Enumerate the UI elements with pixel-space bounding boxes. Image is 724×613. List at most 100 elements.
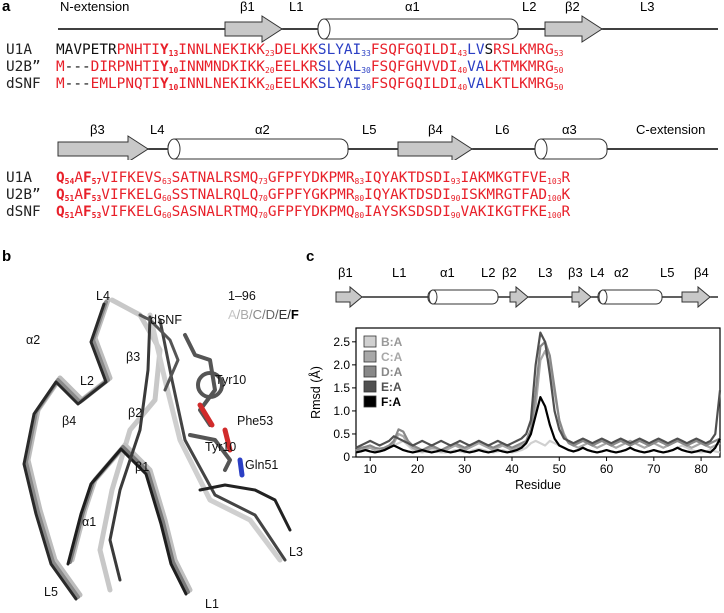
legend-label-B-A: B:A <box>381 335 403 349</box>
ss-label-L4: L4 <box>150 122 165 137</box>
sequence-segment: 90 <box>450 211 461 220</box>
sequence-segment: 53 <box>553 49 564 58</box>
sequence-segment: IQYAKTDSDI <box>364 170 451 186</box>
ss-label-a3: α3 <box>562 122 577 137</box>
sequence-segment: 51 <box>64 194 75 203</box>
ss-label-L1: L1 <box>289 0 304 14</box>
sequence-segment: FSQFGHVVDI <box>370 59 458 75</box>
sequence-segment: IQYAKTDSDI <box>364 187 451 203</box>
sequence-name: dSNF <box>6 204 41 220</box>
label-a2: α2 <box>26 333 41 347</box>
label-L2: L2 <box>80 374 94 388</box>
x-tick-label: 40 <box>505 462 519 476</box>
panel-b-letter: b <box>2 248 12 265</box>
sequence-row-block1-2: dSNF M---EMLPNQTIY10INNLNEKIKK20EELKKSLYA… <box>6 76 563 96</box>
sequence-segment: 80 <box>354 211 365 220</box>
sequence-segment: VIFKELG <box>101 187 162 203</box>
x-tick-label: 60 <box>600 462 614 476</box>
sequence-segment: SATNALRSMQ <box>171 170 259 186</box>
sequence-segment: SASNALRTMQ <box>171 204 259 220</box>
x-tick-label: 50 <box>553 462 567 476</box>
strand-b4-arrow <box>397 135 473 160</box>
sequence-name: U1A <box>6 170 32 186</box>
sequence-segment: 53 <box>91 194 102 203</box>
ss-label-nextension: N-extension <box>60 0 130 14</box>
sequence-segment: S <box>484 42 494 58</box>
sequence-segment: INNMNDKIKK <box>178 59 265 75</box>
y-tick-label: 0.5 <box>333 427 350 441</box>
sequence-segment: 10 <box>168 83 179 92</box>
sequence-segment: 60 <box>161 211 172 220</box>
y-axis-label: Rmsd (Å) <box>308 366 323 419</box>
sequence-segment: 83 <box>354 177 365 186</box>
sequence-segment: 103 <box>547 177 562 186</box>
sequence-segment: 70 <box>258 211 268 220</box>
sequence-segment: 23 <box>264 49 275 58</box>
legend-swatch-F-A <box>363 395 377 408</box>
sequence-segment: 63 <box>161 177 172 186</box>
sequence-segment: 51 <box>64 211 75 220</box>
sequence-segment: 50 <box>553 83 564 92</box>
ss-label-a2: α2 <box>255 122 270 137</box>
sequence-segment: F <box>82 187 92 203</box>
label-chains: A/B/C/D/E/F <box>228 307 299 322</box>
series-line-E-A <box>355 331 722 449</box>
sequence-segment: MAVPETR <box>56 42 117 58</box>
label-tyr10-b: Tyr10 <box>205 440 237 454</box>
sequence-segment: K <box>561 187 571 203</box>
sequence-segment: LKTMKMRG <box>484 59 554 75</box>
sequence-segment: 100 <box>547 194 562 203</box>
label-L4: L4 <box>96 289 110 303</box>
panel-a-letter: a <box>2 0 11 15</box>
sequence-segment: PNHTI <box>116 42 160 58</box>
series-line-C-A <box>355 349 721 453</box>
ss-label-L3: L3 <box>640 0 655 14</box>
sequence-segment: SLYAL <box>317 59 362 75</box>
ss-label-L2: L2 <box>522 0 537 14</box>
legend-label-E-A: E:A <box>381 380 402 394</box>
sequence-segment: 30 <box>361 83 371 92</box>
sequence-segment: GFPFYDKPMQ <box>267 204 355 220</box>
sequence-segment: 53 <box>91 211 102 220</box>
sequence-row-block1-0: U1A MAVPETRPNHTIY13INNLNEKIKK23DELKKSLYAI… <box>6 42 563 62</box>
ss-label-b3: β3 <box>90 122 105 137</box>
ss-label-a1: α1 <box>405 0 420 14</box>
sequence-segment: LV <box>467 42 485 58</box>
sequence-segment: VA <box>467 76 485 92</box>
helix-a2-cylinder <box>167 138 349 160</box>
c-ss-L2: L2 <box>481 265 496 280</box>
sequence-segment: A <box>74 204 83 220</box>
sequence-segment: 40 <box>457 83 468 92</box>
sequence-segment: PNQTI <box>116 76 160 92</box>
sequence-row-block2-0: U1A Q54AF57VIFKEVS63SATNALRSMQ73GFPFYDKPM… <box>6 170 570 190</box>
sequence-segment: 100 <box>547 211 562 220</box>
sequence-segment: INNLNEKIKK <box>178 76 265 92</box>
ss-label-L6: L6 <box>495 122 510 137</box>
c-ss-L1: L1 <box>392 265 407 280</box>
c-strand-b3 <box>571 285 592 309</box>
sequence-row-block1-1: U2B” M---DIRPNHTIY10INNMNDKIKK20EELKRSLYA… <box>6 59 563 79</box>
sequence-segment: VA <box>467 59 485 75</box>
label-gln51: Gln51 <box>245 458 279 472</box>
sequence-segment: DELKK <box>274 42 318 58</box>
sequence-segment: SSTNALRQLQ <box>171 187 259 203</box>
sequence-segment: SLYAI <box>317 42 362 58</box>
helix-a1-cylinder <box>317 18 519 40</box>
sequence-segment: A <box>74 187 83 203</box>
sequence-segment: LKTLKMRG <box>484 76 554 92</box>
label-L5: L5 <box>44 585 58 599</box>
sequence-segment: --- <box>64 76 91 92</box>
c-ss-b4: β4 <box>694 265 709 280</box>
protein-structure-superposition <box>22 297 292 601</box>
legend-swatch-D-A <box>363 365 377 378</box>
c-ss-b1: β1 <box>338 265 353 280</box>
c-helix-a1 <box>427 289 499 305</box>
c-ss-b3: β3 <box>568 265 583 280</box>
sequence-segment: EELKK <box>274 76 318 92</box>
c-helix-a2 <box>597 289 663 305</box>
y-tick-label: 1.0 <box>333 404 350 418</box>
label-L1: L1 <box>205 597 219 611</box>
sequence-segment: A <box>74 170 83 186</box>
c-ss-b2: β2 <box>502 265 517 280</box>
c-strand-b1 <box>335 285 363 309</box>
